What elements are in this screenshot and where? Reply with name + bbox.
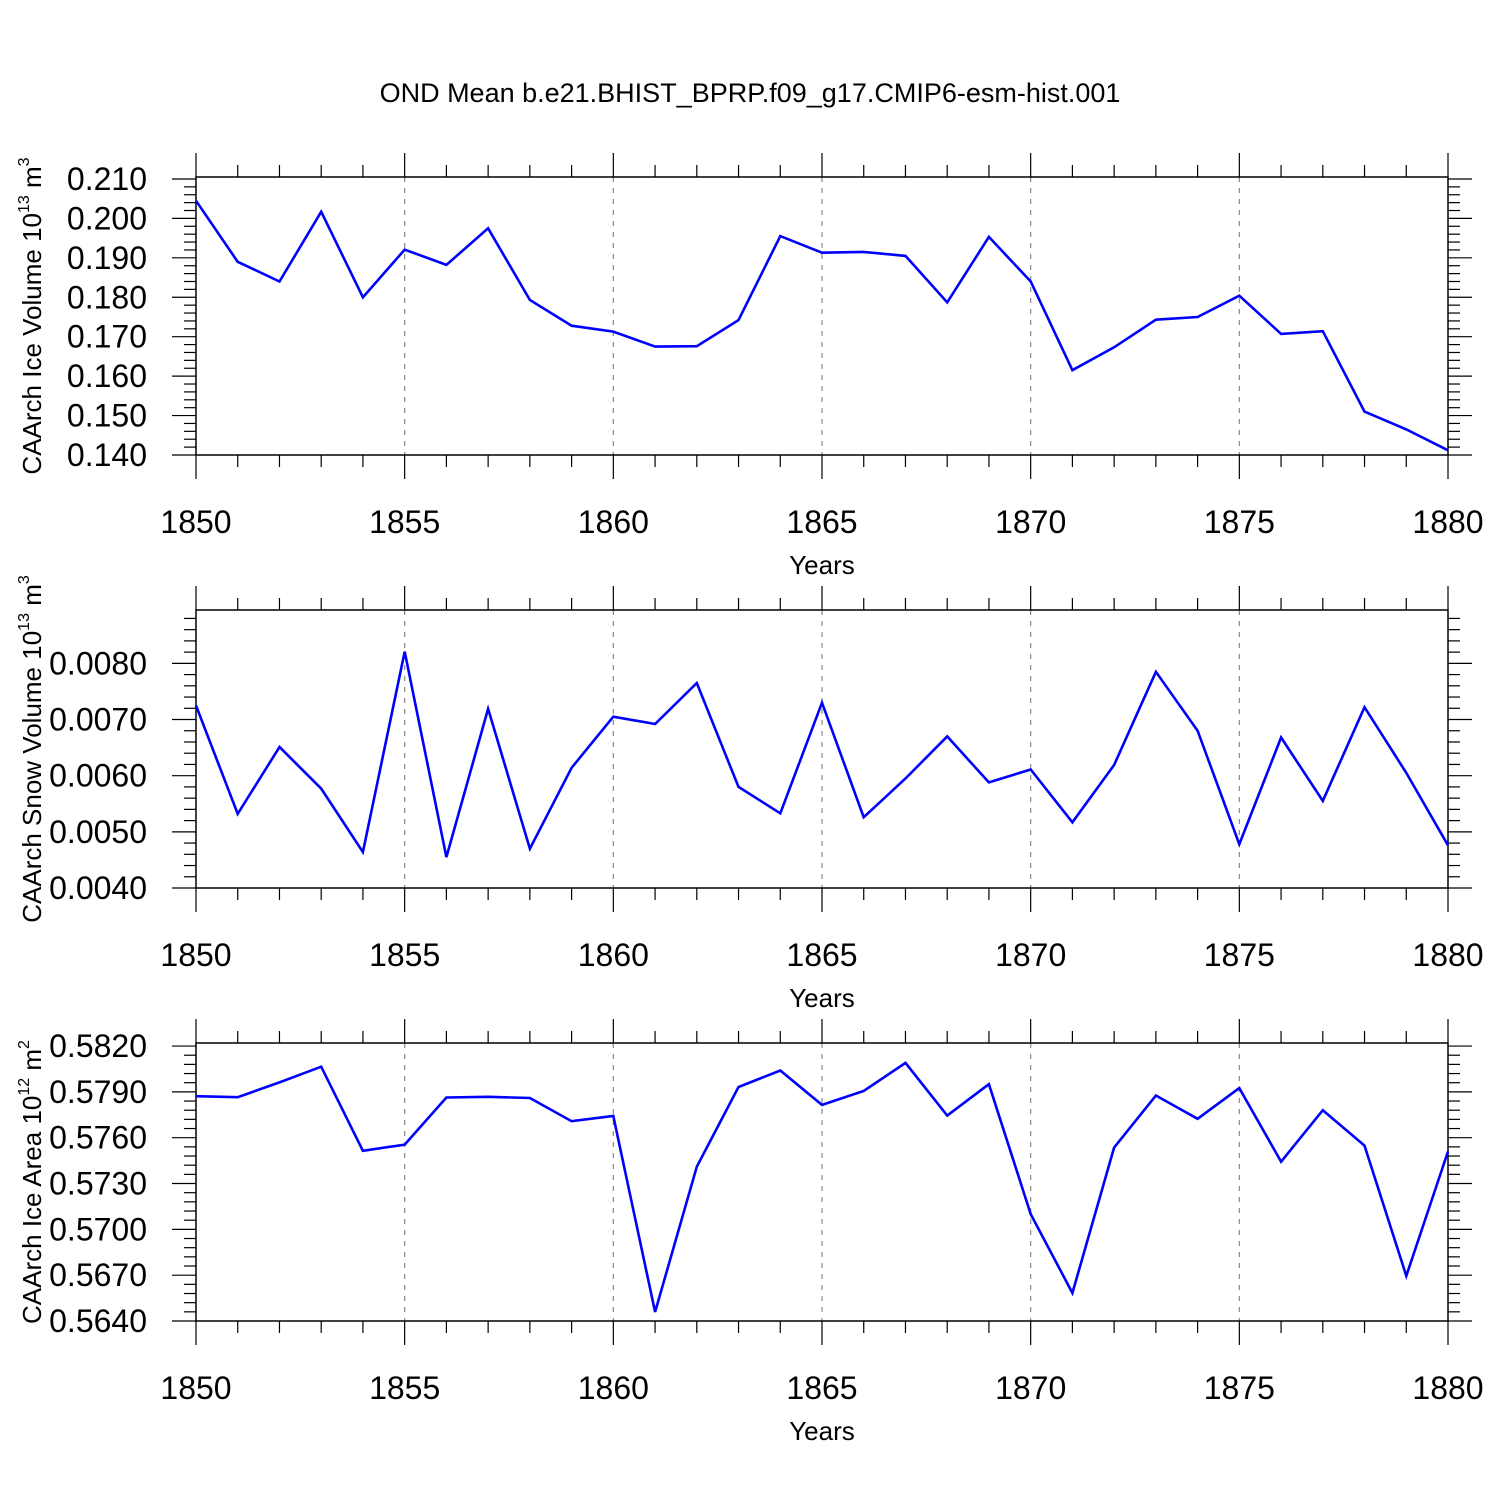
- x-tick-label: 1880: [1412, 1370, 1483, 1406]
- y-tick-label: 0.180: [67, 279, 147, 315]
- y-axis-title: CAArch Snow Volume 1013 m3: [16, 575, 47, 923]
- x-tick-label: 1850: [160, 504, 231, 540]
- y-axis-title: CAArch Ice Volume 1013 m3: [16, 157, 47, 474]
- y-tick-label: 0.190: [67, 240, 147, 276]
- y-tick-label: 0.5730: [49, 1166, 147, 1202]
- x-tick-label: 1865: [786, 1370, 857, 1406]
- x-axis-title: Years: [789, 550, 855, 580]
- x-tick-label: 1875: [1204, 504, 1275, 540]
- x-tick-label: 1855: [369, 1370, 440, 1406]
- x-tick-label: 1860: [578, 1370, 649, 1406]
- x-tick-label: 1850: [160, 1370, 231, 1406]
- y-tick-label: 0.0050: [49, 814, 147, 850]
- x-tick-label: 1860: [578, 504, 649, 540]
- y-tick-label: 0.0040: [49, 870, 147, 906]
- y-tick-label: 0.140: [67, 437, 147, 473]
- y-tick-label: 0.0080: [49, 645, 147, 681]
- y-tick-label: 0.5640: [49, 1303, 147, 1339]
- y-tick-label: 0.5790: [49, 1074, 147, 1110]
- x-axis-title: Years: [789, 1416, 855, 1446]
- x-tick-label: 1850: [160, 937, 231, 973]
- y-axis-title: CAArch Ice Area 1012 m2: [16, 1040, 47, 1324]
- x-tick-label: 1870: [995, 937, 1066, 973]
- y-tick-label: 0.210: [67, 161, 147, 197]
- plot-frame: [195, 1042, 1449, 1322]
- x-tick-label: 1860: [578, 937, 649, 973]
- y-tick-label: 0.5670: [49, 1257, 147, 1293]
- series-line: [195, 1061, 1450, 1313]
- y-tick-label: 0.150: [67, 398, 147, 434]
- y-tick-label: 0.0070: [49, 702, 147, 738]
- series-line: [194, 199, 1449, 452]
- x-tick-label: 1865: [786, 937, 857, 973]
- y-tick-label: 0.160: [67, 358, 147, 394]
- x-tick-label: 1855: [369, 504, 440, 540]
- x-tick-label: 1855: [369, 937, 440, 973]
- panel-3: 1850 1855 1860 1865 1870 1875 1880 0.5640 0.5670…: [16, 1019, 1484, 1446]
- panel-2: 1850 1855 1860 1865 1870 1875 1880 0.0040 0.0050…: [16, 575, 1484, 1013]
- y-tick-label: 0.5760: [49, 1120, 147, 1156]
- y-tick-label: 0.5700: [49, 1211, 147, 1247]
- y-tick-label: 0.170: [67, 319, 147, 355]
- x-tick-label: 1870: [995, 504, 1066, 540]
- y-tick-label: 0.5820: [49, 1028, 147, 1064]
- y-tick-label: 0.200: [67, 200, 147, 236]
- x-tick-label: 1875: [1204, 937, 1275, 973]
- y-tick-label: 0.0060: [49, 758, 147, 794]
- x-tick-label: 1880: [1412, 504, 1483, 540]
- x-tick-label: 1865: [786, 504, 857, 540]
- chart-title: OND Mean b.e21.BHIST_BPRP.f09_g17.CMIP6-…: [379, 78, 1121, 108]
- x-tick-label: 1870: [995, 1370, 1066, 1406]
- x-tick-label: 1880: [1412, 937, 1483, 973]
- x-tick-label: 1875: [1204, 1370, 1275, 1406]
- x-axis-title: Years: [789, 983, 855, 1013]
- series-line: [194, 651, 1450, 858]
